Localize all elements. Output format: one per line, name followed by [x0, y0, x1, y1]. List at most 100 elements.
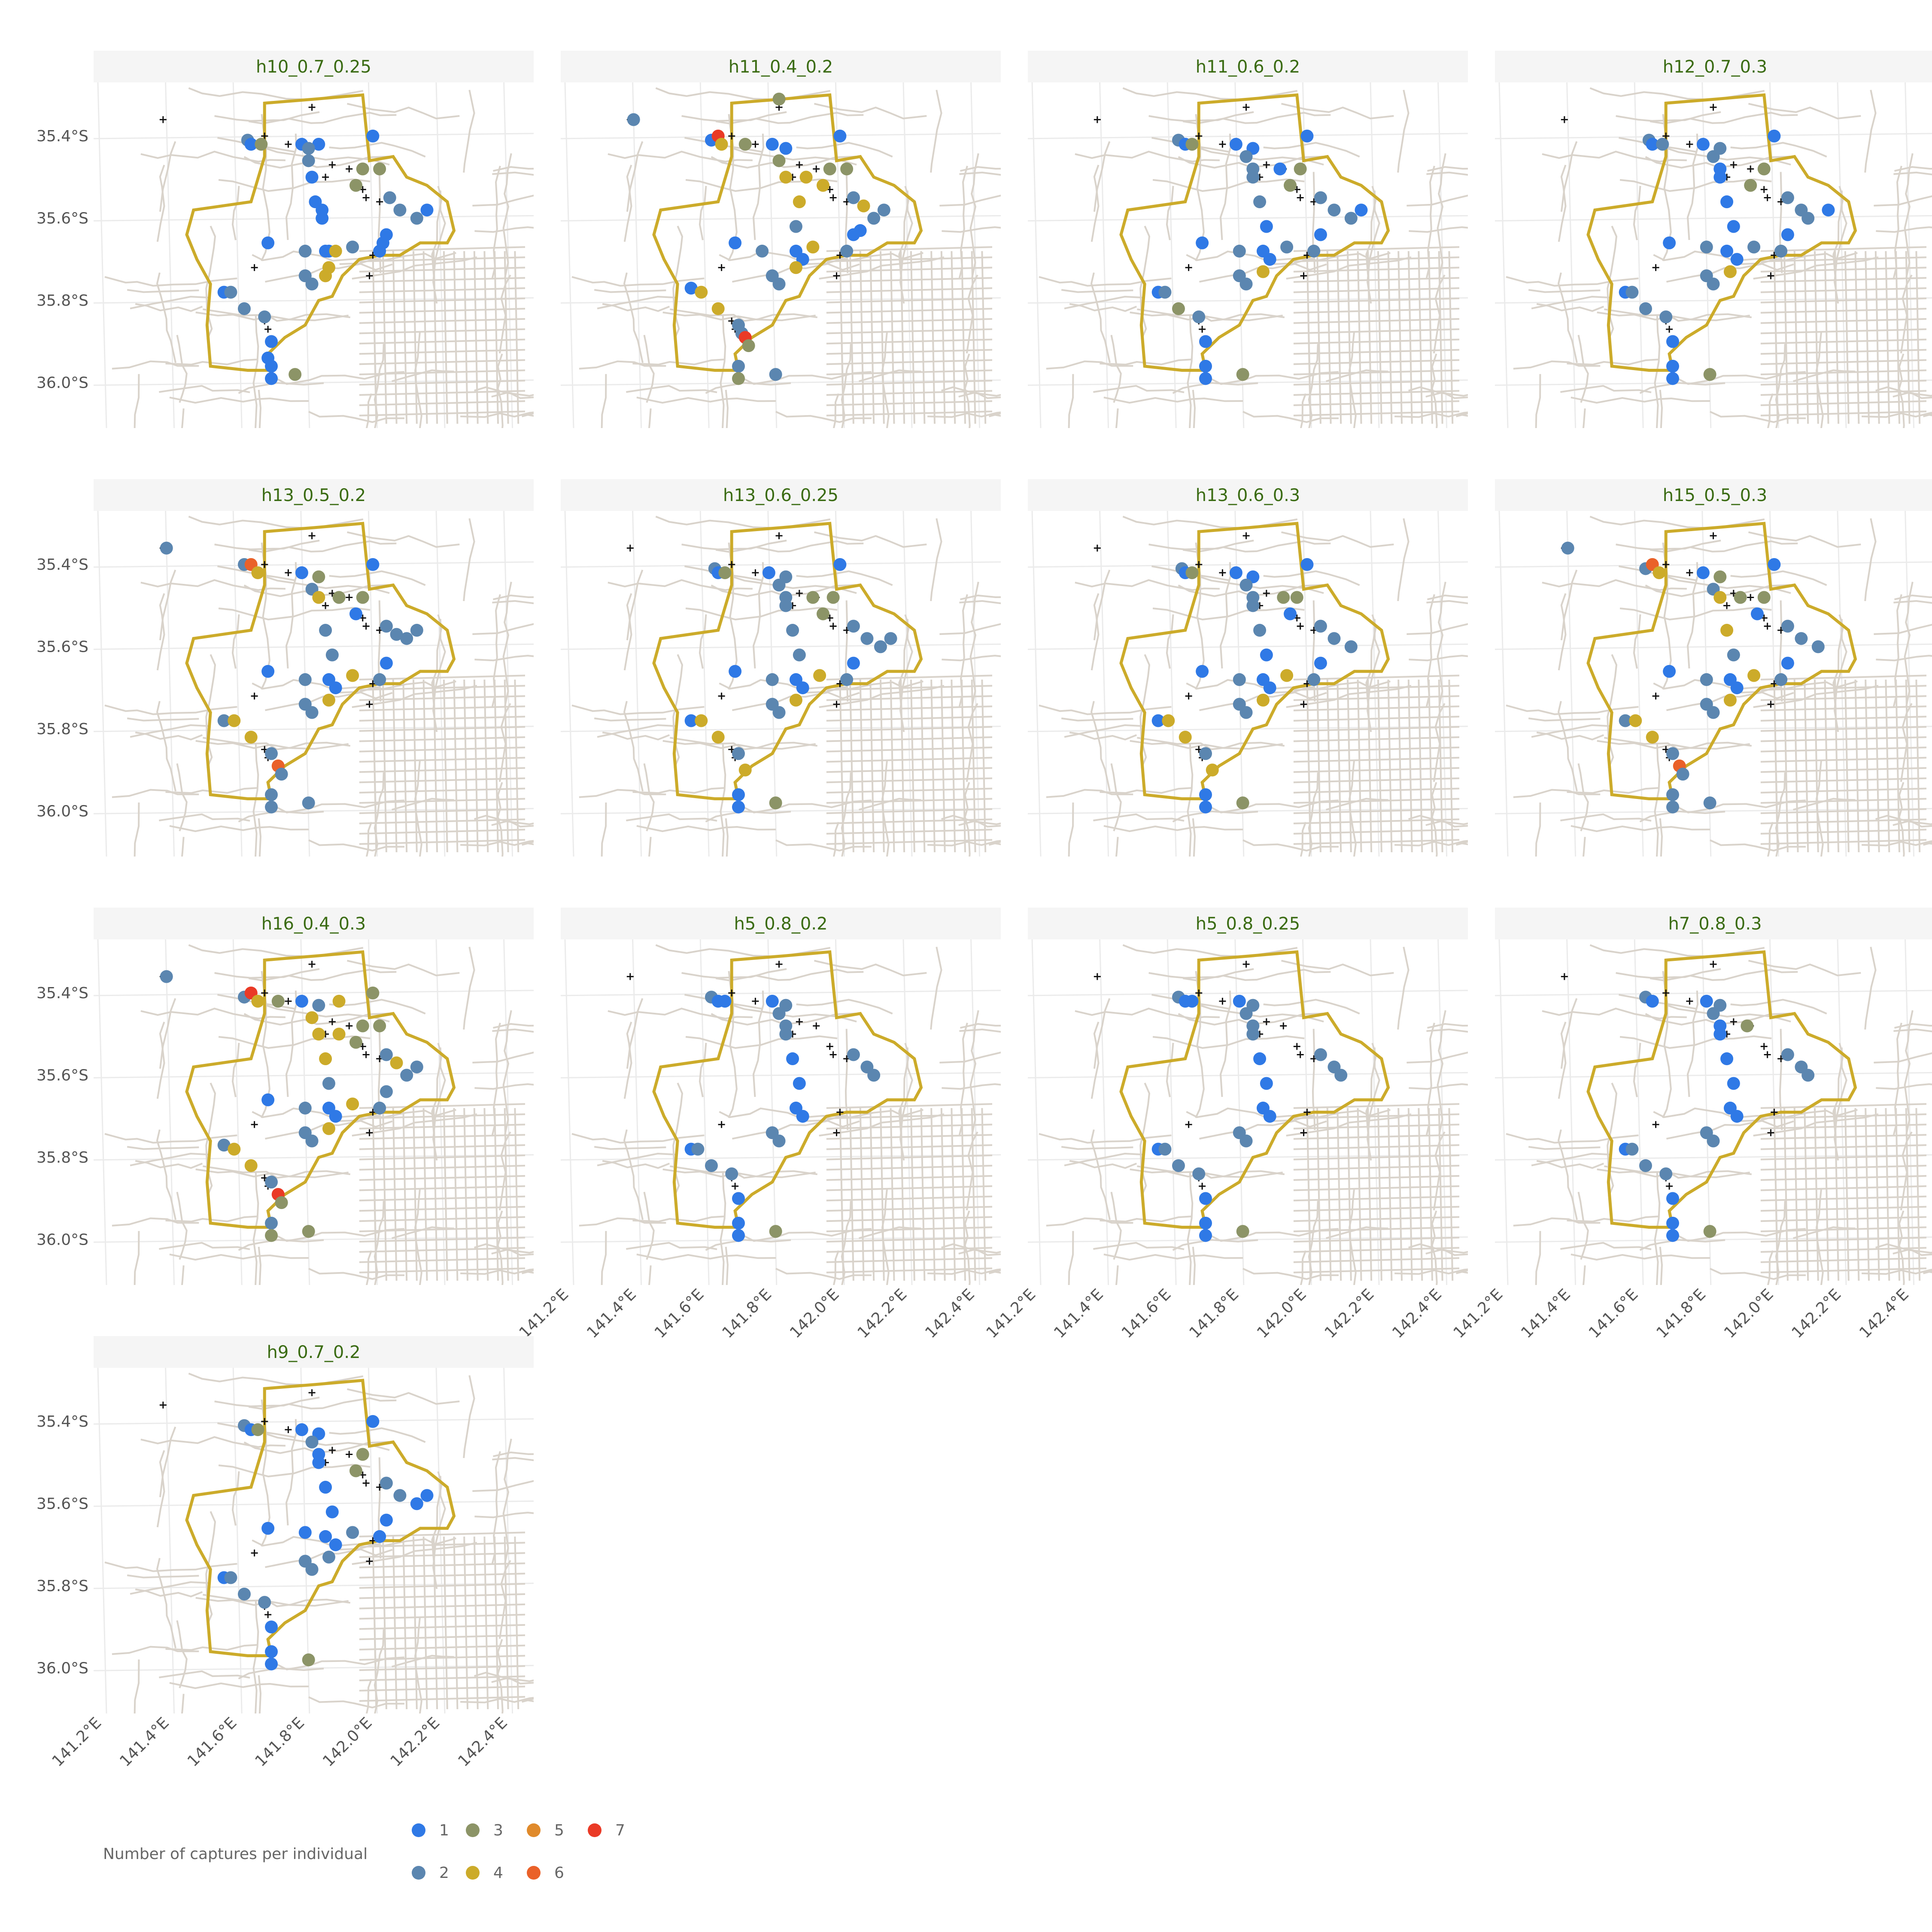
capture-point [1263, 253, 1276, 266]
road-line [626, 813, 717, 822]
road-line [359, 767, 526, 773]
road-line [1293, 369, 1460, 376]
capture-point [271, 995, 285, 1008]
road-line [1397, 679, 1403, 853]
road-line [1654, 314, 1661, 428]
road-line [1905, 1108, 1911, 1281]
trap-marker [346, 1022, 353, 1030]
road-line [359, 1103, 526, 1109]
road-line [939, 623, 1001, 635]
road-line [491, 1022, 501, 1135]
road-line [1535, 802, 1541, 857]
road-line [1885, 251, 1890, 424]
road-line [1100, 787, 1192, 794]
capture-point [772, 92, 786, 106]
trap-marker [1199, 1182, 1206, 1190]
capture-point [1280, 669, 1294, 682]
road-line [1767, 393, 1774, 428]
road-line [826, 777, 993, 784]
capture-point [400, 1069, 413, 1082]
capture-point [160, 541, 173, 555]
study-area-boundary [185, 93, 456, 372]
road-line [159, 141, 176, 212]
graticule-line [1566, 82, 1577, 428]
study-area-boundary [185, 522, 456, 800]
x-tick-label: 142.4°E [1856, 1285, 1912, 1342]
road-line [433, 251, 438, 424]
trap-marker [1767, 701, 1774, 708]
road-line [1192, 389, 1196, 428]
road-line [1571, 396, 1710, 404]
road-line [308, 839, 404, 852]
road-line [112, 360, 199, 370]
road-line [900, 679, 905, 853]
trap-marker [308, 1389, 316, 1396]
road-line [1893, 165, 1902, 278]
road-line [991, 842, 1001, 845]
capture-point [295, 1423, 308, 1437]
road-line [1874, 1052, 1932, 1063]
capture-point [772, 1134, 786, 1148]
road-line [214, 968, 320, 979]
capture-point [312, 138, 325, 151]
capture-point [1707, 150, 1720, 163]
capture-point [1327, 632, 1341, 645]
road-line [1152, 1035, 1305, 1049]
road-line [474, 1512, 534, 1519]
capture-point [1260, 648, 1273, 662]
trap-marker [1652, 1121, 1659, 1128]
road-line [252, 1600, 259, 1713]
road-line [826, 298, 993, 304]
road-line [971, 679, 976, 853]
legend-title: Number of captures per individual [103, 1845, 368, 1863]
road-line [329, 570, 426, 586]
capture-point [251, 566, 264, 580]
trap-marker [1662, 561, 1670, 568]
capture-point [1646, 995, 1659, 1008]
road-line [1418, 679, 1423, 853]
road-line [347, 960, 460, 977]
capture-point [380, 656, 393, 670]
road-line [491, 820, 534, 828]
road-line [1090, 701, 1111, 792]
road-line [681, 111, 787, 122]
road-line [1293, 685, 1460, 691]
trap-marker [376, 198, 383, 206]
road-line [601, 374, 607, 428]
road-line [1281, 960, 1394, 977]
capture-point [302, 154, 315, 167]
road-line [1560, 1242, 1652, 1250]
road-line [359, 1531, 526, 1537]
graticule-line [1166, 939, 1177, 1285]
road-line [1110, 1191, 1122, 1260]
road-line [218, 607, 371, 621]
road-line [1316, 679, 1321, 853]
road-line [826, 685, 993, 691]
facet-strip [94, 1336, 534, 1368]
capture-point [244, 138, 258, 151]
capture-point [1629, 714, 1642, 727]
road-line [258, 818, 262, 857]
trap-marker [752, 569, 759, 577]
road-line [473, 251, 479, 424]
road-line [899, 1047, 913, 1161]
capture-point [349, 607, 362, 620]
capture-point [772, 277, 786, 291]
road-line [602, 1160, 670, 1169]
road-line [1905, 679, 1911, 853]
road-line [463, 518, 475, 601]
capture-point [1781, 656, 1794, 670]
road-line [359, 1267, 526, 1273]
road-line [1293, 1185, 1460, 1191]
trap-marker [752, 998, 759, 1005]
road-line [1316, 1108, 1321, 1281]
x-tick-label: 141.4°E [1518, 1285, 1574, 1342]
legend-label: 1 [439, 1822, 449, 1839]
road-line [156, 164, 165, 242]
road-line [601, 1231, 607, 1285]
trap-marker [261, 989, 268, 996]
road-line [1639, 1239, 1725, 1251]
road-line [134, 1231, 140, 1285]
road-line [1427, 594, 1468, 601]
trap-marker [775, 960, 783, 968]
